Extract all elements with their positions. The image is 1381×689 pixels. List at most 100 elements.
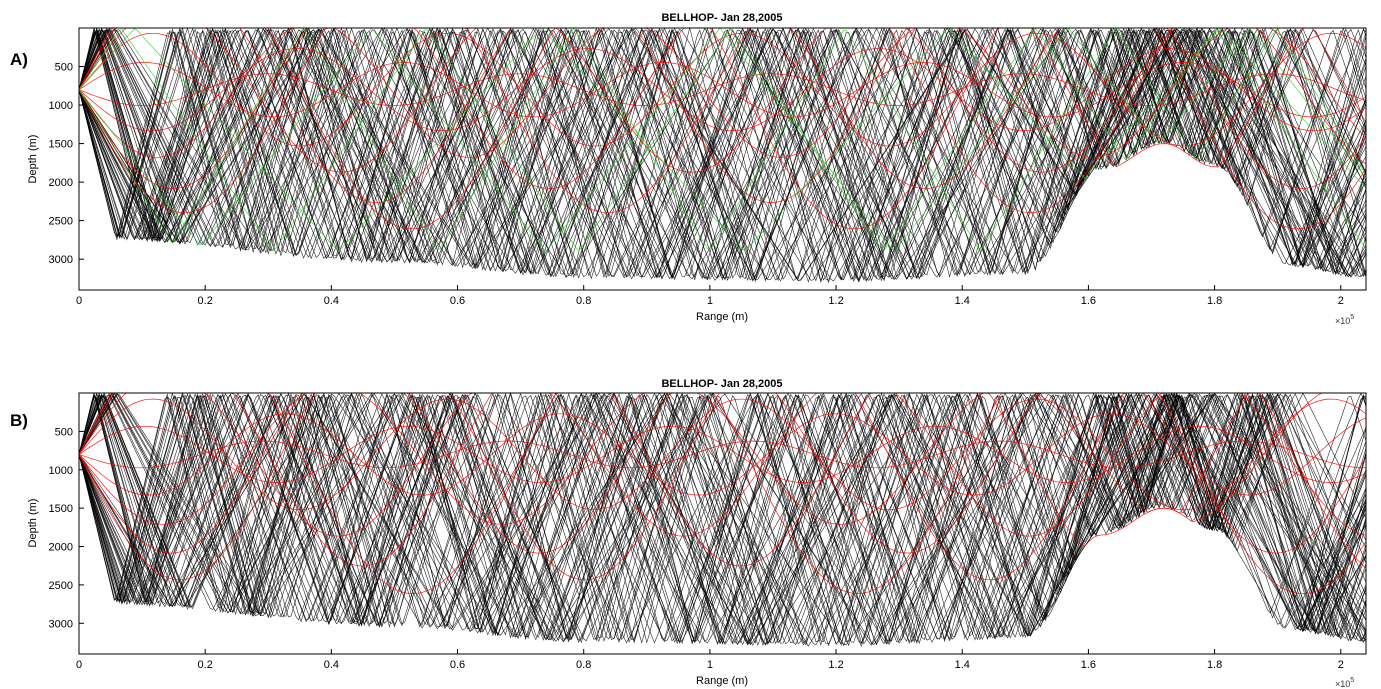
x-tick-label: 1.4 — [955, 659, 970, 671]
ray-path-refracted — [78, 48, 1367, 132]
plot-frame-a — [78, 27, 1367, 291]
chart-panel-b: B) BELLHOP- Jan 28,2005 0 0.2 0.4 0.6 0.8 1 1.… — [0, 365, 1381, 689]
y-ticks-a: 500 1000 1500 2000 2500 3000 — [49, 62, 84, 266]
x-tick-label: 1 — [707, 295, 713, 307]
ray-path-direct — [78, 392, 1367, 645]
x-tick-label: 1.4 — [955, 295, 970, 307]
ray-path-direct — [78, 27, 1367, 280]
ray-path-direct — [78, 27, 1367, 282]
y-tick-label: 500 — [55, 426, 73, 438]
ray-path-direct — [78, 392, 1367, 646]
chart-title-a: BELLHOP- Jan 28,2005 — [661, 12, 782, 24]
ray-path-direct — [78, 392, 1367, 646]
ray-path-direct — [78, 392, 1367, 642]
x-tick-label: 0.2 — [198, 659, 213, 671]
ray-path-direct — [78, 392, 1367, 647]
ray-path-direct — [78, 27, 1367, 281]
x-tick-label: 1.2 — [828, 295, 843, 307]
ray-path-direct — [78, 27, 1367, 282]
ray-path-refracted — [78, 27, 1366, 203]
ray-path-refracted — [78, 27, 1367, 214]
x-tick-label: 0 — [76, 295, 82, 307]
ray-path-direct — [78, 27, 1367, 280]
x-tick-label: 1.2 — [828, 659, 843, 671]
x-tick-label: 1.6 — [1081, 659, 1096, 671]
y-tick-label: 500 — [55, 62, 73, 74]
ray-trace-chart-a: BELLHOP- Jan 28,2005 0 0.2 0.4 0.6 0.8 1 1.2 1.… — [27, 12, 1367, 326]
y-tick-label: 1500 — [49, 503, 73, 515]
x-ticks-b: 0 0.2 0.4 0.6 0.8 1 1.2 1.4 1.6 1.8 2 — [76, 649, 1344, 671]
ray-path-refracted — [78, 440, 1367, 469]
ray-path-refracted — [78, 425, 1367, 483]
x-tick-label: 1.8 — [1207, 295, 1222, 307]
ray-path-direct — [78, 392, 1367, 644]
x-tick-label: 0.6 — [450, 659, 465, 671]
ray-path-direct — [78, 392, 1367, 643]
y-tick-label: 2000 — [49, 542, 73, 554]
ray-paths-a — [78, 26, 1367, 284]
ray-path-refracted — [78, 413, 1367, 496]
ray-path-direct — [78, 27, 1367, 282]
ray-path-refracted — [78, 392, 1367, 537]
x-axis-label-b: Range (m) — [696, 675, 748, 687]
ray-path-direct — [78, 393, 1367, 647]
x-tick-label: 1 — [707, 659, 713, 671]
ray-path-direct — [78, 392, 1367, 644]
y-tick-label: 2000 — [49, 177, 73, 189]
ray-path-direct — [78, 392, 1367, 647]
ray-path-direct — [78, 26, 1367, 283]
y-axis-label-a: Depth (m) — [27, 135, 39, 184]
ray-path-direct — [78, 392, 1367, 645]
y-tick-label: 2500 — [49, 216, 73, 228]
y-tick-label: 1000 — [49, 100, 73, 112]
x-tick-label: 0.8 — [576, 295, 591, 307]
ray-path-direct — [78, 393, 1367, 645]
x-tick-label: 1.8 — [1207, 659, 1222, 671]
ray-path-direct — [78, 28, 1367, 280]
ray-path-direct — [78, 392, 1367, 645]
x-multiplier-a: ×105 — [1335, 314, 1354, 326]
ray-path-direct — [78, 27, 1367, 281]
ray-path-refracted — [78, 32, 1367, 147]
ray-path-surface-reflected — [78, 28, 1367, 252]
x-tick-label: 0.4 — [324, 659, 339, 671]
ray-path-surface-reflected — [78, 27, 1367, 252]
plot-frame-b — [78, 392, 1367, 655]
ray-path-direct — [78, 28, 1367, 281]
ray-path-direct — [78, 392, 1367, 647]
x-tick-label: 2 — [1338, 659, 1344, 671]
y-tick-label: 3000 — [49, 254, 73, 266]
ray-path-refracted — [78, 73, 1367, 106]
ray-path-direct — [78, 392, 1367, 644]
x-tick-label: 0 — [76, 659, 82, 671]
panel-label-a: A) — [10, 50, 28, 69]
ray-path-surface-reflected — [78, 28, 1367, 252]
y-axis-label-b: Depth (m) — [27, 499, 39, 548]
ray-path-refracted — [78, 392, 1366, 567]
ray-path-direct — [78, 392, 1367, 646]
ray-path-direct — [78, 393, 1367, 643]
ray-path-direct — [78, 27, 1367, 280]
x-multiplier-b: ×105 — [1335, 677, 1354, 689]
x-tick-label: 0.4 — [324, 295, 339, 307]
x-tick-label: 1.6 — [1081, 295, 1096, 307]
ray-path-direct — [78, 27, 1367, 281]
y-ticks-b: 500 1000 1500 2000 2500 3000 — [49, 426, 84, 630]
ray-path-direct — [78, 392, 1367, 646]
ray-path-direct — [78, 28, 1367, 278]
y-tick-label: 3000 — [49, 618, 73, 630]
ray-path-direct — [78, 27, 1367, 280]
chart-title-b: BELLHOP- Jan 28,2005 — [661, 378, 782, 390]
ray-path-direct — [78, 27, 1367, 282]
x-tick-label: 2 — [1338, 295, 1344, 307]
x-tick-label: 0.8 — [576, 659, 591, 671]
ray-path-refracted — [78, 62, 1367, 118]
ray-paths-b — [78, 391, 1367, 647]
y-tick-label: 1500 — [49, 139, 73, 151]
ray-path-direct — [78, 28, 1367, 283]
chart-panel-a: A) BELLHOP- Jan 28,2005 0 0.2 0.4 0.6 0.8 1 1.… — [0, 0, 1381, 340]
ray-trace-chart-b: BELLHOP- Jan 28,2005 0 0.2 0.4 0.6 0.8 1 1.2 1.… — [27, 378, 1367, 689]
ray-path-refracted — [78, 27, 1367, 173]
x-ticks-a: 0 0.2 0.4 0.6 0.8 1 1.2 1.4 1.6 1.8 2 — [76, 285, 1344, 307]
ray-path-direct — [78, 27, 1367, 281]
